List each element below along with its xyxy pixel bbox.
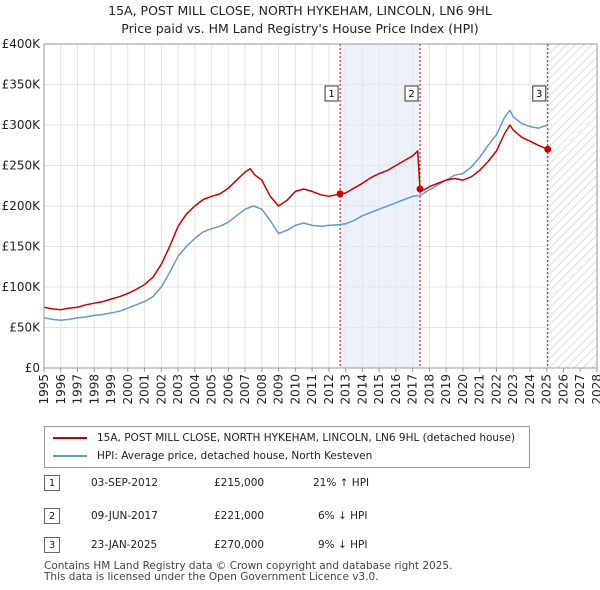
x-tick-label: 2002 [154, 374, 168, 405]
sale-label: 3 [536, 89, 542, 100]
x-tick-label: 2016 [389, 374, 403, 405]
x-tick-label: 2003 [171, 374, 185, 405]
x-tick-label: 2026 [556, 374, 570, 405]
x-tick-label: 2011 [305, 374, 319, 405]
sale-point [544, 145, 552, 153]
transaction-date: 03-SEP-2012 [91, 477, 159, 489]
x-tick-label: 2000 [121, 374, 135, 405]
x-tick-label: 2015 [372, 374, 386, 405]
sale-label: 2 [408, 89, 414, 100]
transaction-number: 2 [44, 508, 60, 524]
legend-item-hpi: HPI: Average price, detached house, Nort… [53, 448, 372, 464]
y-tick-label: £150K [2, 240, 42, 254]
transaction-row: 3 [44, 536, 60, 554]
y-tick-label: £100K [2, 280, 42, 294]
x-tick-label: 2025 [540, 374, 554, 405]
transaction-row: 2 [44, 507, 60, 525]
x-tick-label: 2008 [255, 374, 269, 405]
x-tick-label: 2005 [205, 374, 219, 405]
legend-swatch-property [53, 437, 87, 439]
x-tick-label: 1998 [87, 374, 101, 405]
y-tick-label: £0 [25, 361, 40, 375]
x-tick-label: 2027 [573, 374, 587, 405]
sale-point [416, 185, 424, 193]
y-tick-label: £400K [2, 37, 42, 51]
transaction-number: 3 [44, 537, 60, 553]
x-tick-label: 1999 [104, 374, 118, 405]
transaction-price: £270,000 [214, 539, 265, 551]
hpi-series-line [43, 109, 548, 321]
transaction-price: £215,000 [214, 477, 265, 489]
y-tick-label: £300K [2, 118, 42, 132]
y-tick-label: £200K [2, 199, 42, 213]
x-tick-label: 2012 [322, 374, 336, 405]
sale-label: 1 [328, 89, 334, 100]
y-tick-label: £50K [9, 321, 41, 335]
x-tick-label: 2018 [422, 374, 436, 405]
x-tick-label: 2017 [406, 374, 420, 405]
transaction-number: 1 [44, 475, 60, 491]
sale-label-box [404, 85, 419, 102]
x-tick-label: 2014 [355, 374, 369, 405]
footer-licence: This data is licensed under the Open Gov… [44, 571, 379, 583]
x-tick-label: 1996 [54, 374, 68, 405]
footer-copyright: Contains HM Land Registry data © Crown c… [44, 560, 453, 572]
x-tick-label: 2006 [221, 374, 235, 405]
chart-subtitle: Price paid vs. HM Land Registry's House … [121, 21, 479, 36]
x-tick-label: 2022 [489, 374, 503, 405]
price-chart: 1 2 3 £0 £50K £100K £150K £200K £250K £300K £350K… [2, 37, 600, 405]
x-tick-label: 1995 [37, 374, 51, 405]
transaction-price: £221,000 [214, 510, 265, 522]
y-tick-label: £250K [2, 159, 42, 173]
x-tick-label: 2028 [590, 374, 600, 405]
sale-label-box [324, 85, 339, 102]
legend: 15A, POST MILL CLOSE, NORTH HYKEHAM, LIN… [44, 426, 530, 468]
legend-label-property: 15A, POST MILL CLOSE, NORTH HYKEHAM, LIN… [97, 432, 516, 444]
transaction-hpi: 21% ↑ HPI [313, 477, 370, 489]
y-tick-label: £350K [2, 78, 42, 92]
x-tick-label: 2021 [473, 374, 487, 405]
plot-frame [43, 43, 598, 369]
x-tick-label: 2024 [523, 374, 537, 405]
x-tick-label: 2001 [138, 374, 152, 405]
x-tick-label: 2009 [272, 374, 286, 405]
transaction-date: 09-JUN-2017 [91, 510, 158, 522]
transaction-row: 1 [44, 474, 60, 492]
x-tick-label: 2004 [188, 374, 202, 405]
x-tick-label: 2010 [288, 374, 302, 405]
transaction-date: 23-JAN-2025 [91, 539, 158, 551]
legend-swatch-hpi [53, 455, 87, 457]
chart-title: 15A, POST MILL CLOSE, NORTH HYKEHAM, LIN… [108, 3, 492, 18]
x-tick-label: 2013 [339, 374, 353, 405]
property-series-line [43, 124, 548, 311]
x-tick-label: 1997 [71, 374, 85, 405]
transaction-hpi: 6% ↓ HPI [318, 510, 368, 522]
transaction-hpi: 9% ↓ HPI [318, 539, 368, 551]
x-tick-label: 2020 [456, 374, 470, 405]
legend-label-hpi: HPI: Average price, detached house, Nort… [97, 450, 373, 462]
legend-item-property: 15A, POST MILL CLOSE, NORTH HYKEHAM, LIN… [53, 430, 515, 446]
x-tick-label: 2007 [238, 374, 252, 405]
x-tick-label: 2019 [439, 374, 453, 405]
sale-label-box [532, 85, 547, 102]
footer: Contains HM Land Registry data © Crown c… [44, 561, 452, 583]
forecast-region [547, 44, 597, 368]
sale-point [336, 190, 344, 198]
x-tick-label: 2023 [506, 374, 520, 405]
